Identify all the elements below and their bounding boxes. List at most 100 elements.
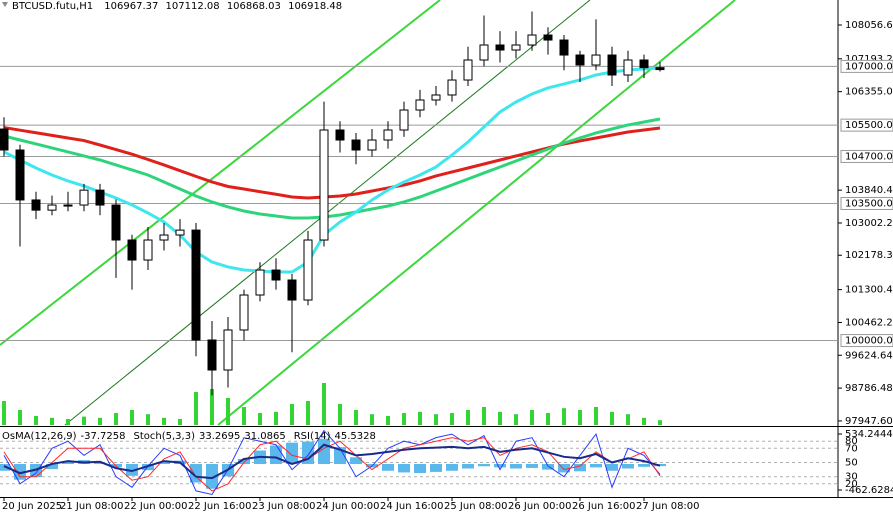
x-tick-label: 21 Jun 08:00 — [60, 501, 124, 512]
volume-bar — [354, 410, 358, 425]
level-label: 105500.00 — [845, 120, 893, 131]
candle-body — [0, 128, 9, 151]
candle-body — [479, 44, 489, 61]
osc-tick-label: 70 — [845, 443, 858, 454]
candle-body — [591, 54, 601, 66]
osc-y2-tick-label: -462.6284 — [845, 485, 893, 496]
osma-bar — [494, 464, 506, 468]
volume-bar — [50, 417, 54, 425]
candle-body — [239, 294, 249, 331]
volume-bar — [530, 410, 534, 425]
candle-body — [335, 129, 345, 141]
candle-body — [255, 269, 265, 296]
indicator-value: -37.7258 — [81, 431, 126, 442]
volume-bar — [642, 417, 646, 425]
volume-bar — [658, 420, 662, 425]
volume-bar — [146, 414, 150, 425]
candle-body — [303, 239, 313, 301]
osma-bar — [414, 464, 426, 474]
osc-tick-label: 30 — [845, 472, 858, 483]
osma-bar — [638, 464, 650, 467]
osma-bar — [574, 464, 586, 472]
volume-bar — [514, 414, 518, 425]
volume-bar — [130, 410, 134, 425]
y-tick-label: 107193.20 — [845, 54, 893, 65]
osma-bar — [398, 464, 410, 473]
moving-average — [3, 117, 661, 220]
candle-body — [463, 59, 473, 81]
y-tick-label: 108056.64 — [845, 20, 893, 31]
y-tick-label: 98786.48 — [845, 383, 893, 394]
osma-bar — [46, 464, 58, 470]
volume-bar — [98, 417, 102, 425]
osma-bar — [142, 464, 154, 471]
x-tick-label: 20 Jun 2025 — [2, 501, 62, 512]
last-high: 107112.08 — [166, 1, 220, 12]
volume-bar — [162, 417, 166, 425]
osma-bar — [62, 461, 74, 465]
level-box — [840, 149, 893, 163]
level-box — [840, 59, 893, 73]
level-label: 103500.00 — [845, 198, 893, 209]
osma-bar — [606, 464, 618, 471]
osma-bar — [510, 464, 522, 469]
candle-body — [399, 109, 409, 131]
osma-bar — [478, 464, 490, 467]
candle-body — [127, 239, 137, 261]
candle-body — [383, 129, 393, 141]
osma-bar — [622, 464, 634, 469]
level-box — [840, 118, 893, 132]
channel-line — [217, 0, 736, 426]
osc-tick-label: 20 — [845, 479, 858, 490]
candle-body — [655, 67, 665, 71]
candle-body — [143, 239, 153, 261]
volume-bar — [610, 411, 614, 425]
volume-bar — [418, 411, 422, 425]
osma-bar — [270, 445, 282, 465]
volume-bar — [242, 407, 246, 425]
x-tick-label: 26 Jun 00:00 — [508, 501, 572, 512]
y-tick-label: 102178.36 — [845, 250, 893, 261]
candle-body — [623, 59, 633, 76]
candle-body — [175, 229, 185, 236]
osma-bar — [526, 464, 538, 468]
candle-body — [351, 139, 361, 151]
candle-body — [447, 79, 457, 96]
osma-bar — [590, 464, 602, 468]
candle-body — [319, 129, 329, 241]
level-label: 107000.00 — [845, 61, 893, 72]
last-close: 106918.48 — [288, 1, 342, 12]
volume-bar — [338, 404, 342, 425]
volume-bar — [450, 413, 454, 425]
osma-bar — [206, 464, 218, 489]
x-tick-label: 22 Jun 00:00 — [124, 501, 188, 512]
osc-tick-label: 80 — [845, 436, 858, 447]
y-tick-label: 101300.48 — [845, 285, 893, 296]
osma-bar — [158, 461, 170, 465]
volume-bar — [66, 419, 70, 425]
x-tick-label: 25 Jun 08:00 — [444, 501, 508, 512]
candle-body — [47, 204, 57, 211]
volume-bar — [386, 416, 390, 425]
indicator-line — [3, 443, 661, 480]
price-header: BTCUSD.futu,H1 106967.37 107112.08 10686… — [12, 1, 342, 12]
volume-bar — [226, 398, 230, 425]
candle-body — [367, 139, 377, 151]
level-label: 100000.00 — [845, 336, 893, 347]
volume-bar — [258, 413, 262, 425]
level-box — [840, 334, 893, 348]
volume-bar — [274, 411, 278, 425]
volume-bar — [402, 413, 406, 425]
candle-body — [111, 204, 121, 241]
indicator-value: 31.0865 — [244, 431, 285, 442]
volume-bar — [594, 407, 598, 425]
candle-body — [63, 204, 73, 207]
volume-bar — [322, 383, 326, 425]
volume-bar — [466, 410, 470, 425]
level-label: 104700.00 — [845, 151, 893, 162]
candle-body — [559, 39, 569, 56]
indicator-value: 33.2695 — [199, 431, 240, 442]
x-tick-label: 24 Jun 00:00 — [316, 501, 380, 512]
volume-bar — [114, 413, 118, 425]
